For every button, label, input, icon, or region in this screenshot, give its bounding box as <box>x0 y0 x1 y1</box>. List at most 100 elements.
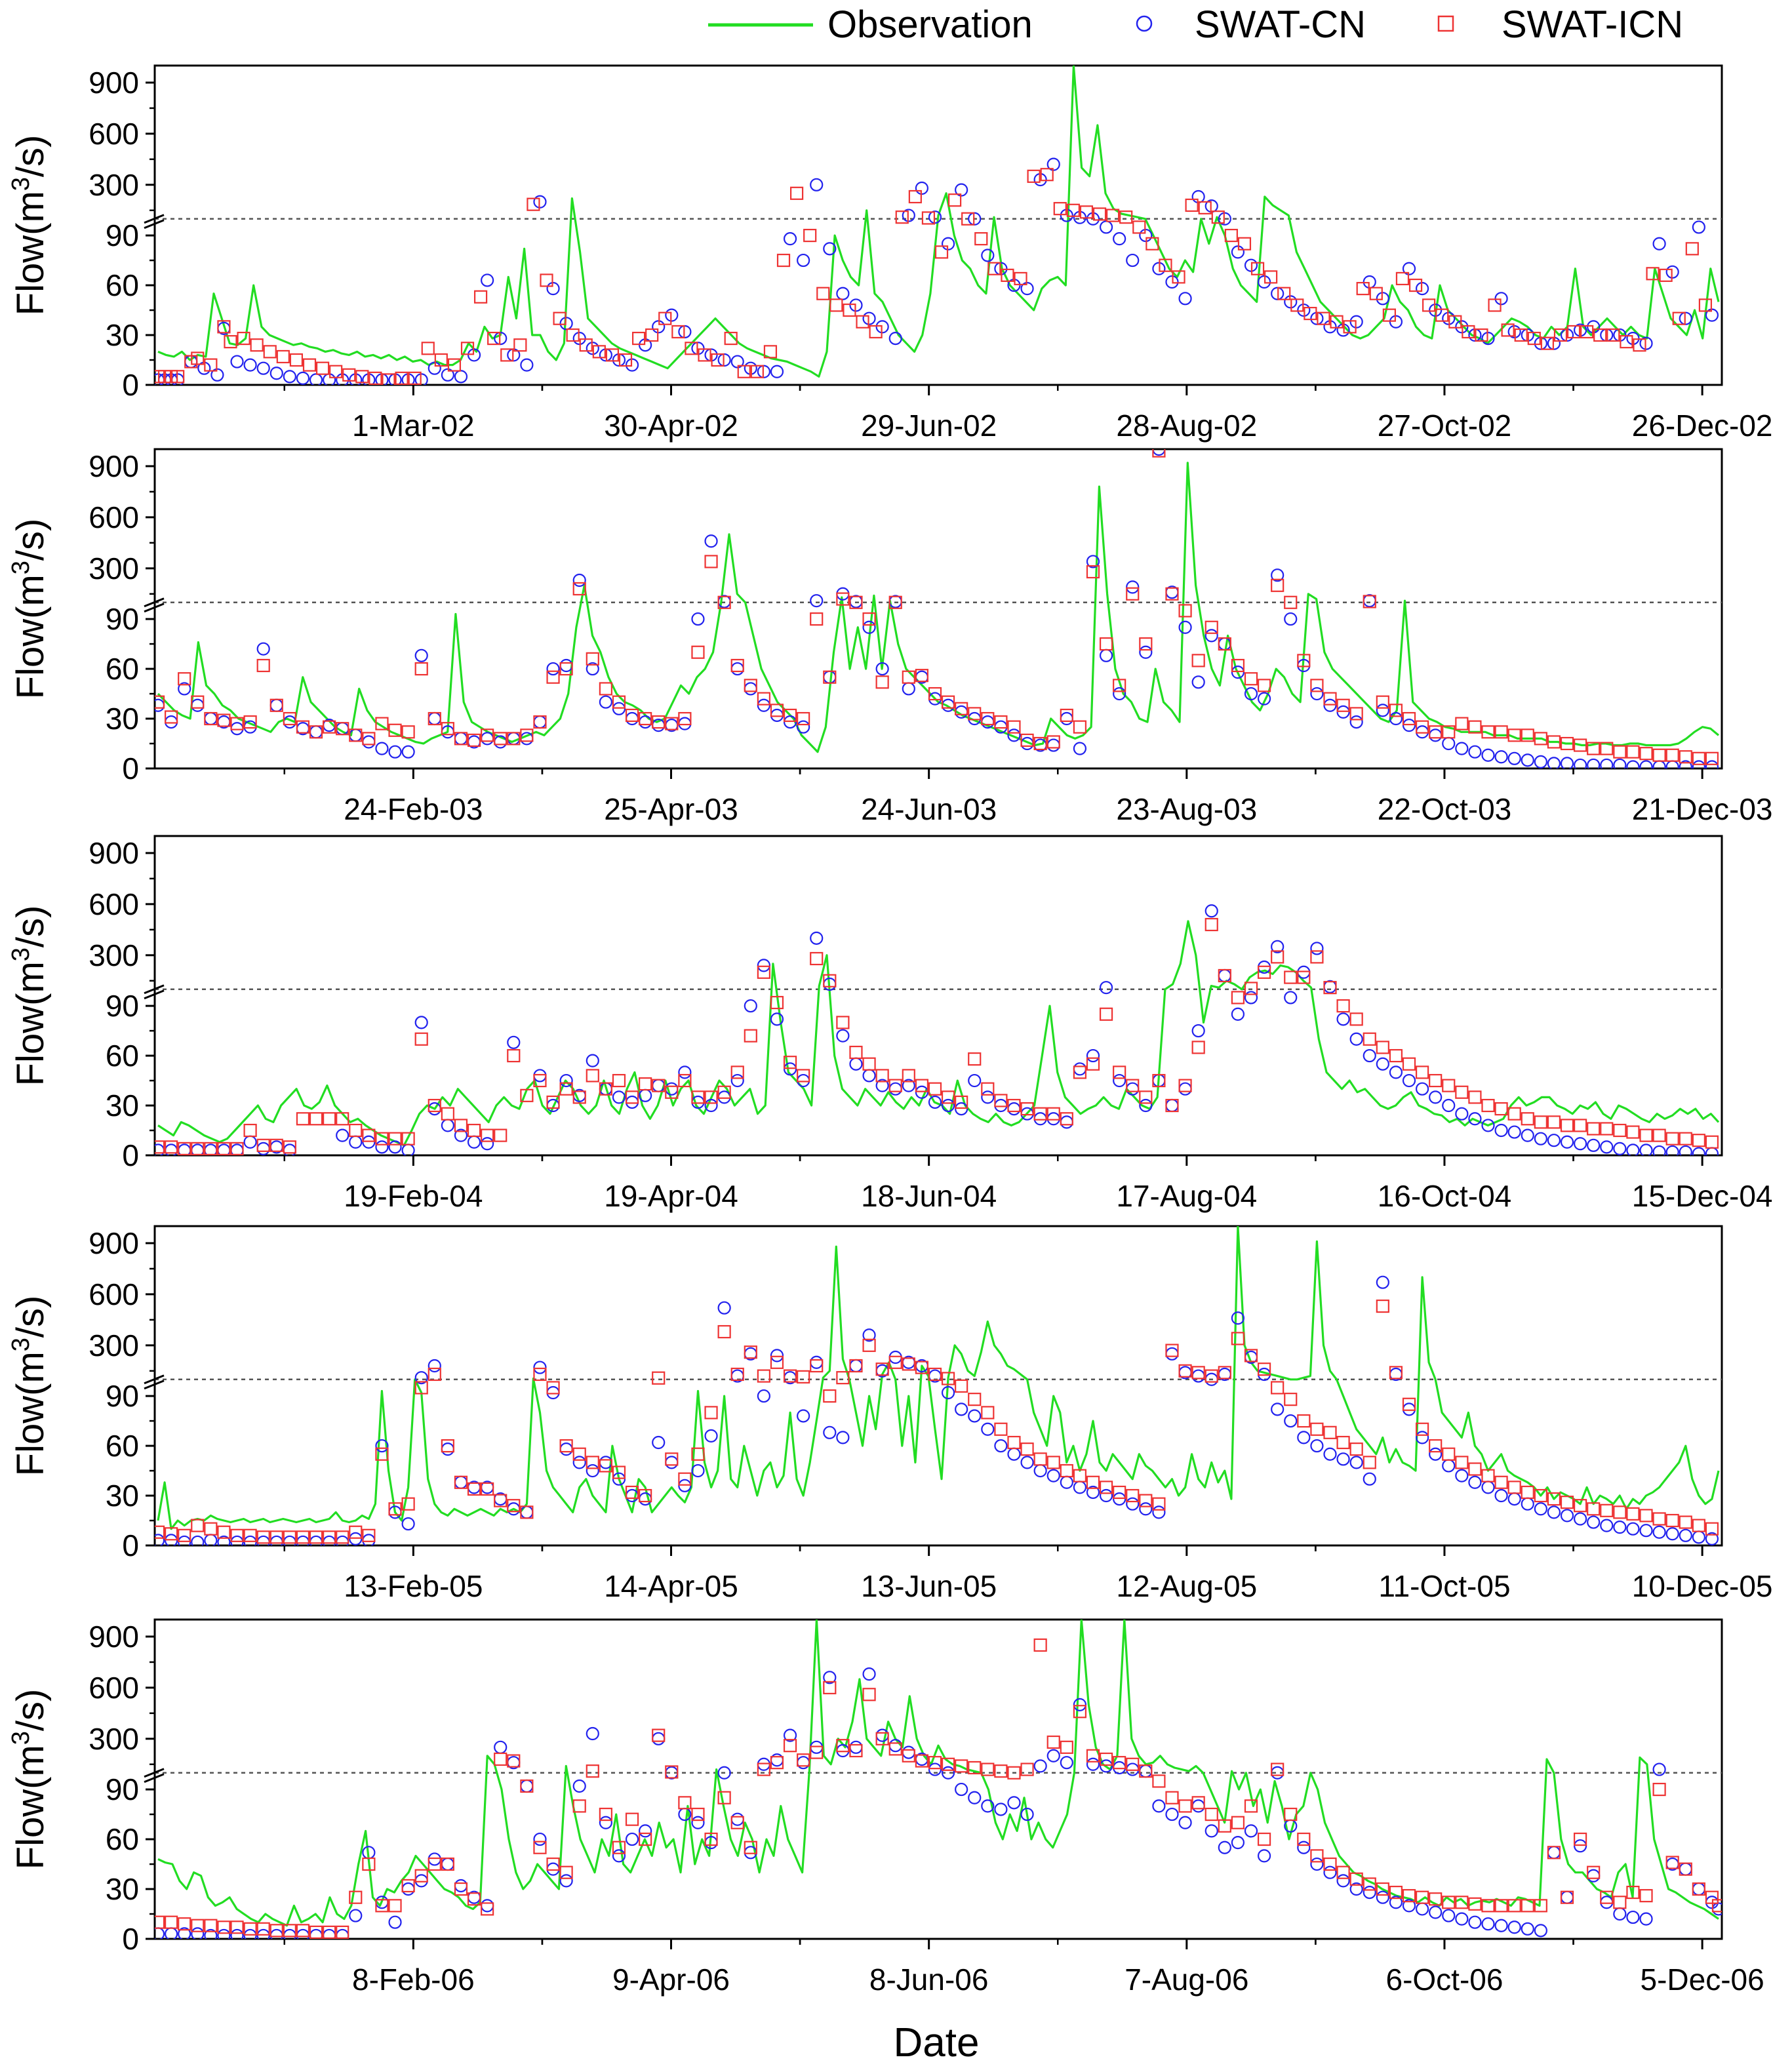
swat-icn-point <box>165 1527 178 1541</box>
swat-icn-point <box>1692 751 1705 765</box>
swat-icn-point <box>1389 1048 1403 1063</box>
swat-icn-point <box>1382 308 1396 322</box>
swat-icn-point <box>1369 287 1383 300</box>
swat-cn-point <box>546 662 560 676</box>
swat-cn-point <box>256 642 270 656</box>
y-tick-label: 0 <box>122 1922 139 1956</box>
y-tick-label: 300 <box>89 1328 139 1363</box>
swat-icn-point <box>1336 698 1350 712</box>
swat-icn-point <box>269 1530 283 1544</box>
swat-cn-point <box>1165 1807 1179 1821</box>
swat-icn-point <box>1626 1125 1640 1139</box>
swat-icn-point <box>1297 1832 1311 1846</box>
swat-icn-point <box>1455 717 1469 730</box>
swat-cn-point <box>1310 1439 1324 1453</box>
swat-icn-point <box>1429 1073 1443 1088</box>
swat-icn-point <box>625 708 639 723</box>
swat-cn-point <box>981 1090 995 1104</box>
swat-cn-point <box>1507 751 1521 765</box>
swat-icn-point <box>1455 1085 1469 1099</box>
swat-icn-point <box>730 1065 744 1079</box>
swat-cn-point <box>1191 1024 1205 1038</box>
swat-cn-point <box>1297 1841 1311 1854</box>
swat-icn-point <box>572 1447 586 1461</box>
swat-icn-point <box>1639 747 1653 761</box>
swat-icn-point <box>1139 1494 1153 1507</box>
swat-icn-point <box>155 1915 165 1929</box>
panel-2005: 0 30 60 90 300 600 900 Flow(m3/s) 13-Feb-05 14-Ap… <box>7 1225 1773 1603</box>
swat-cn-point <box>902 1079 915 1092</box>
y-tick-label: 60 <box>106 268 139 302</box>
swat-icn-point <box>1159 258 1172 272</box>
swat-cn-point <box>1547 757 1561 768</box>
swat-icn-point <box>789 186 804 200</box>
swat-icn-point <box>1363 1032 1376 1046</box>
y-tick-label: 60 <box>106 1039 139 1073</box>
swat-cn-point <box>559 1874 573 1888</box>
swat-icn-point <box>1191 1041 1205 1054</box>
axis-break-mark <box>144 1380 165 1390</box>
swat-icn-point <box>191 1142 205 1155</box>
swat-icn-point <box>1099 637 1113 651</box>
swat-icn-point <box>428 1857 441 1871</box>
swat-icn-point <box>375 1132 389 1145</box>
swat-icn-point <box>744 679 757 692</box>
swat-cn-point <box>243 1928 257 1939</box>
swat-icn-point <box>494 1494 508 1507</box>
series-group <box>155 904 1720 1155</box>
swat-icn-point <box>388 1502 402 1516</box>
swat-cn-point <box>1349 715 1363 729</box>
swat-icn-point <box>757 1762 770 1776</box>
swat-icn-point <box>1343 320 1357 334</box>
swat-icn-point <box>1534 1115 1547 1129</box>
swat-icn-point <box>540 273 553 287</box>
swat-icn-point <box>1573 1832 1587 1846</box>
swat-icn-point <box>1244 672 1258 686</box>
swat-icn-point <box>1685 242 1699 256</box>
swat-icn-point <box>1211 210 1225 224</box>
swat-icn-point <box>1349 1012 1363 1026</box>
swat-icn-point <box>1218 637 1231 651</box>
swat-icn-point <box>1442 1447 1456 1461</box>
swat-icn-point <box>698 348 711 362</box>
swat-icn-point <box>1152 449 1166 458</box>
swat-icn-point <box>1191 654 1205 667</box>
swat-cn-point <box>1600 758 1614 768</box>
swat-icn-point <box>652 715 666 729</box>
swat-icn-point <box>1448 315 1462 328</box>
swat-icn-point <box>230 1528 244 1542</box>
swat-icn-point <box>382 373 395 385</box>
swat-icn-point <box>1639 1128 1653 1142</box>
y-tick-label: 600 <box>89 500 139 534</box>
swat-icn-point <box>1613 1896 1627 1909</box>
swat-icn-point <box>691 1090 705 1104</box>
swat-icn-point <box>862 1338 876 1352</box>
swat-icn-point <box>1415 720 1429 734</box>
swat-cn-point <box>1073 742 1087 755</box>
swat-cn-point <box>1402 1899 1416 1913</box>
swat-icn-point <box>1652 1128 1666 1142</box>
swat-cn-point <box>1415 1431 1429 1444</box>
swat-icn-point <box>428 711 441 726</box>
swat-cn-point <box>586 1726 599 1741</box>
swat-cn-point <box>1468 1475 1482 1489</box>
swat-icn-point <box>546 1095 560 1109</box>
swat-icn-point <box>263 345 277 359</box>
swat-icn-point <box>797 1753 810 1767</box>
swat-icn-point <box>1652 1512 1666 1526</box>
y-tick-label: 60 <box>106 1822 139 1856</box>
swat-icn-point <box>955 1379 968 1393</box>
swat-icn-point <box>1692 1134 1705 1147</box>
swat-cn-point <box>1389 711 1403 726</box>
swat-cn-point <box>230 1535 244 1545</box>
swat-icn-point <box>1665 1513 1679 1528</box>
swat-cn-point <box>1692 220 1705 234</box>
swat-icn-point <box>414 1032 428 1046</box>
swat-icn-point <box>1191 1366 1205 1380</box>
swat-cn-point <box>178 1535 191 1545</box>
swat-cn-point <box>1020 1807 1034 1821</box>
swat-cn-point <box>1402 719 1416 732</box>
y-axis-title-sup: 3 <box>7 561 35 574</box>
